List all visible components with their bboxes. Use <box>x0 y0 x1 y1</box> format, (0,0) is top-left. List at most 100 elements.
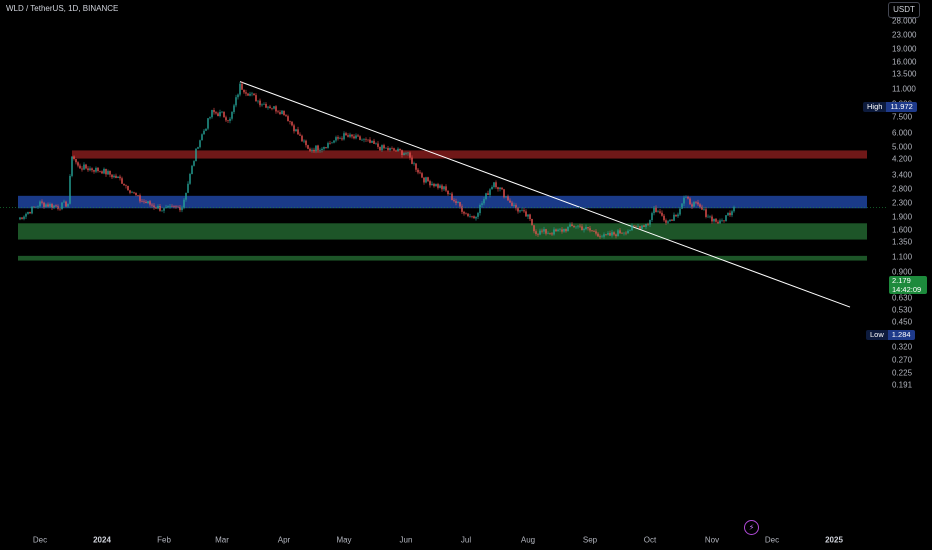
candle-body <box>211 109 213 118</box>
candle-body <box>637 226 639 227</box>
candle-body <box>369 139 371 143</box>
candle-body <box>385 147 387 149</box>
candle-body <box>239 83 241 95</box>
candle-body <box>103 168 105 174</box>
candle-body <box>53 205 55 208</box>
candle-body <box>701 206 703 210</box>
candle-body <box>389 148 391 151</box>
candle-body <box>467 213 469 217</box>
candle-body <box>705 209 707 217</box>
candle-body <box>113 175 115 178</box>
support-zone[interactable] <box>18 223 867 240</box>
candle-body <box>495 182 497 188</box>
candle-body <box>21 217 23 219</box>
candle-body <box>689 198 691 205</box>
candle-body <box>355 135 357 139</box>
candle-body <box>643 225 645 227</box>
current-price-badge: 2.179 14:42:09 <box>889 276 927 294</box>
candle-body <box>29 211 31 214</box>
candle-body <box>475 216 477 219</box>
candle-body <box>663 215 665 221</box>
candle-body <box>723 220 725 222</box>
candle-body <box>219 111 221 117</box>
candle-body <box>709 216 711 218</box>
candle-body <box>283 110 285 116</box>
candle-body <box>611 232 613 236</box>
candle-body <box>583 229 585 231</box>
lightning-bolt-icon[interactable]: ⚡ <box>744 520 759 535</box>
low-label: Low <box>866 330 888 340</box>
candle-body <box>159 205 161 211</box>
candle-body <box>121 178 123 184</box>
candle-body <box>155 207 157 209</box>
candle-body <box>719 220 721 224</box>
candle-body <box>581 226 583 231</box>
candle-body <box>181 207 183 211</box>
candle-body <box>277 111 279 113</box>
candle-body <box>79 165 81 169</box>
candle-body <box>469 216 471 217</box>
candle-body <box>539 230 541 235</box>
candle-body <box>695 202 697 203</box>
price-tick-label: 4.200 <box>892 154 913 164</box>
candle-body <box>245 92 247 94</box>
candle-body <box>81 168 83 170</box>
candle-body <box>607 233 609 235</box>
currency-selector[interactable]: USDT <box>888 2 920 18</box>
candle-body <box>733 207 735 212</box>
candle-body <box>41 201 43 203</box>
candle-body <box>657 211 659 213</box>
candle-body <box>407 152 409 154</box>
candle-body <box>371 140 373 143</box>
candle-body <box>285 115 287 117</box>
high-value: 11.972 <box>886 102 917 112</box>
candle-body <box>135 192 137 196</box>
candle-body <box>647 224 649 225</box>
candle-body <box>417 169 419 173</box>
candle-body <box>27 211 29 214</box>
candle-body <box>281 110 283 115</box>
candle-body <box>229 118 231 121</box>
symbol-title[interactable]: WLD / TetherUS, 1D, BINANCE <box>6 4 119 13</box>
candle-body <box>605 234 607 235</box>
candle-body <box>137 195 139 196</box>
candle-body <box>557 229 559 232</box>
candle-body <box>589 228 591 231</box>
price-tick-label: 11.000 <box>892 84 916 94</box>
candle-body <box>329 143 331 144</box>
candle-body <box>575 226 577 228</box>
candle-body <box>115 175 117 178</box>
time-tick-label: Jul <box>460 535 472 545</box>
candle-body <box>71 156 73 176</box>
candle-body <box>317 145 319 151</box>
time-tick-label: Dec <box>32 535 48 545</box>
resistance-zone[interactable] <box>72 150 867 159</box>
candle-body <box>257 100 259 102</box>
candle-body <box>725 215 727 222</box>
candle-body <box>451 193 453 201</box>
candle-body <box>85 164 87 169</box>
candle-body <box>577 225 579 227</box>
candle-body <box>293 125 295 132</box>
candle-body <box>631 225 633 231</box>
candle-body <box>563 228 565 232</box>
price-tick-label: 5.000 <box>892 142 913 152</box>
mid-zone[interactable] <box>18 195 867 209</box>
candle-body <box>537 234 539 235</box>
candle-body <box>237 94 239 98</box>
price-tick-label: 0.191 <box>892 380 913 390</box>
price-tick-label: 1.600 <box>892 225 913 235</box>
candle-body <box>31 206 33 214</box>
candle-body <box>681 203 683 209</box>
candle-body <box>307 145 309 149</box>
support-zone[interactable] <box>18 255 867 261</box>
candle-body <box>379 146 381 151</box>
candle-body <box>463 211 465 214</box>
trendline[interactable] <box>239 81 851 308</box>
candle-body <box>419 172 421 174</box>
candle-body <box>151 204 153 206</box>
candle-body <box>227 120 229 121</box>
candle-body <box>515 205 517 209</box>
candle-body <box>37 206 39 207</box>
